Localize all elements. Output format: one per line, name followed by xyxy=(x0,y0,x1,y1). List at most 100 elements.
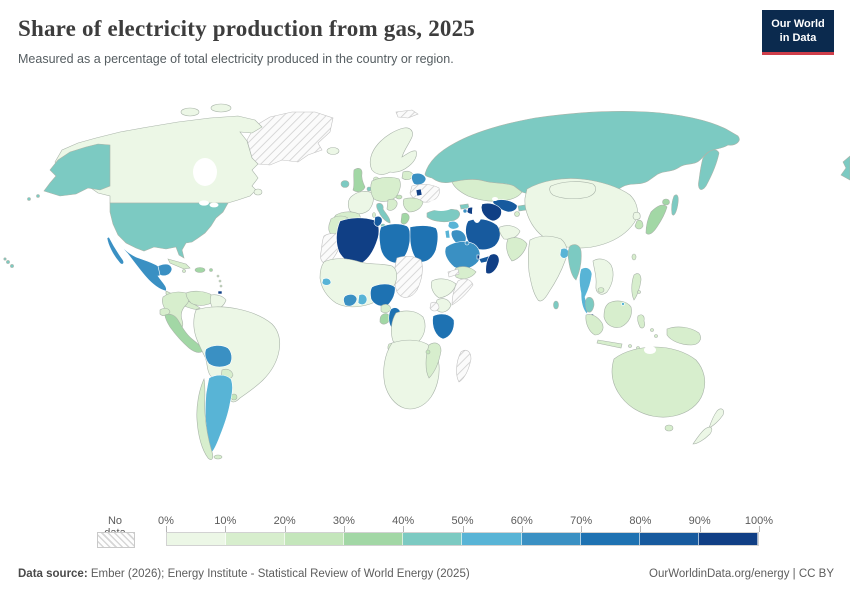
country-moldova[interactable] xyxy=(415,188,423,197)
country-greece[interactable] xyxy=(400,212,410,225)
country-kuwait[interactable] xyxy=(464,240,470,246)
country-new-zealand-south[interactable] xyxy=(692,426,713,445)
country-trinidad[interactable] xyxy=(217,290,223,295)
country-australia[interactable] xyxy=(611,346,706,418)
country-pakistan[interactable] xyxy=(506,237,528,262)
country-algeria[interactable] xyxy=(336,217,380,265)
country-oman[interactable] xyxy=(485,253,500,275)
philippines-island[interactable] xyxy=(637,290,641,294)
country-china[interactable] xyxy=(524,178,638,249)
legend-swatch-20-30[interactable] xyxy=(285,533,345,545)
country-saudi-arabia[interactable] xyxy=(444,241,481,270)
borneo[interactable] xyxy=(603,300,632,328)
country-madagascar[interactable] xyxy=(456,349,472,383)
country-ireland[interactable] xyxy=(340,180,350,188)
country-armenia[interactable] xyxy=(462,208,468,214)
country-bolivia[interactable] xyxy=(204,345,233,368)
aleutian-island2[interactable] xyxy=(27,197,31,201)
lesser-antilles2[interactable] xyxy=(218,279,222,283)
owid-link[interactable]: OurWorldinData.org/energy xyxy=(649,568,790,580)
country-cuba[interactable] xyxy=(167,258,191,270)
legend-swatch-60-70[interactable] xyxy=(521,533,581,545)
country-nigeria[interactable] xyxy=(370,283,396,307)
legend-swatch-0-10[interactable] xyxy=(167,533,227,545)
legend-no-data-swatch[interactable] xyxy=(97,532,135,548)
country-myanmar[interactable] xyxy=(567,244,582,281)
country-malawi[interactable] xyxy=(425,349,431,355)
country-gabon[interactable] xyxy=(379,313,391,325)
region-romania-bulgaria[interactable] xyxy=(402,197,424,213)
country-russia-sakhalin[interactable] xyxy=(671,194,679,216)
hawaii-island2[interactable] xyxy=(10,264,14,268)
new-guinea[interactable] xyxy=(666,326,701,346)
country-sri-lanka[interactable] xyxy=(553,300,559,310)
country-argentina[interactable] xyxy=(205,374,233,454)
country-usa[interactable] xyxy=(109,202,229,259)
country-greenland[interactable] xyxy=(246,111,334,166)
country-somalia[interactable] xyxy=(451,278,474,306)
country-usa-alaska[interactable] xyxy=(43,143,111,197)
lesser-antilles3[interactable] xyxy=(219,284,223,288)
country-tanzania[interactable] xyxy=(432,313,455,340)
country-cambodia[interactable] xyxy=(597,287,605,293)
country-north-korea[interactable] xyxy=(632,211,641,221)
country-mongolia[interactable] xyxy=(549,181,597,200)
sardinia[interactable] xyxy=(372,212,376,218)
country-canada-newfoundland[interactable] xyxy=(253,188,263,196)
sulawesi[interactable] xyxy=(637,314,645,329)
tierra-del-fuego[interactable] xyxy=(213,454,223,460)
country-russia-wrap[interactable] xyxy=(840,155,850,181)
country-kyrgyzstan[interactable] xyxy=(517,204,527,212)
country-philippines[interactable] xyxy=(631,273,642,301)
region-southern-africa[interactable] xyxy=(383,339,440,410)
legend-swatch-90-100[interactable] xyxy=(698,533,758,545)
country-dominican-republic[interactable] xyxy=(194,267,206,273)
country-qatar[interactable] xyxy=(476,254,480,260)
moluccas2[interactable] xyxy=(654,334,658,338)
country-new-zealand-north[interactable] xyxy=(708,408,724,429)
lesser-antilles[interactable] xyxy=(216,274,220,278)
sumatra[interactable] xyxy=(585,314,604,336)
country-ecuador[interactable] xyxy=(159,307,171,317)
country-belarus[interactable] xyxy=(411,172,427,186)
country-turkmenistan[interactable] xyxy=(480,202,502,222)
country-iceland[interactable] xyxy=(326,147,340,155)
country-brunei[interactable] xyxy=(621,302,625,306)
legend-swatch-10-20[interactable] xyxy=(226,533,286,545)
country-turkey[interactable] xyxy=(426,208,461,223)
country-afghanistan[interactable] xyxy=(498,225,521,240)
country-tajikistan[interactable] xyxy=(514,211,520,217)
moluccas[interactable] xyxy=(650,328,654,332)
country-tunisia[interactable] xyxy=(373,215,383,227)
country-japan-hokkaido[interactable] xyxy=(662,198,670,206)
country-canada-island[interactable] xyxy=(180,107,200,117)
country-india[interactable] xyxy=(528,235,568,302)
country-jamaica[interactable] xyxy=(182,269,186,273)
legend-swatch-50-60[interactable] xyxy=(462,533,522,545)
country-mexico[interactable] xyxy=(111,233,167,292)
lesser-sunda[interactable] xyxy=(628,344,632,348)
country-senegal[interactable] xyxy=(321,277,332,286)
country-ethiopia[interactable] xyxy=(431,278,457,299)
hawaii-island3[interactable] xyxy=(3,257,7,261)
region-jordan-israel[interactable] xyxy=(444,229,451,239)
country-egypt[interactable] xyxy=(409,225,439,263)
tasmania[interactable] xyxy=(664,424,674,432)
country-syria[interactable] xyxy=(447,220,460,230)
hawaii-island[interactable] xyxy=(6,260,10,264)
region-chad-sudan[interactable] xyxy=(394,255,423,298)
country-uk[interactable] xyxy=(352,168,366,192)
region-balkans[interactable] xyxy=(386,198,398,211)
legend-swatch-40-50[interactable] xyxy=(403,533,463,545)
legend-swatch-30-40[interactable] xyxy=(344,533,404,545)
country-uganda[interactable] xyxy=(429,301,440,312)
country-japan[interactable] xyxy=(645,204,668,235)
country-mexico-yucatan[interactable] xyxy=(157,263,173,277)
country-iran[interactable] xyxy=(465,218,501,251)
region-eritrea-djibouti[interactable] xyxy=(447,268,460,278)
country-italy[interactable] xyxy=(376,203,391,224)
region-scandinavia[interactable] xyxy=(369,127,417,175)
license-link[interactable]: CC BY xyxy=(798,568,834,580)
country-ivory-coast[interactable] xyxy=(343,294,358,307)
country-puerto-rico[interactable] xyxy=(209,268,213,272)
